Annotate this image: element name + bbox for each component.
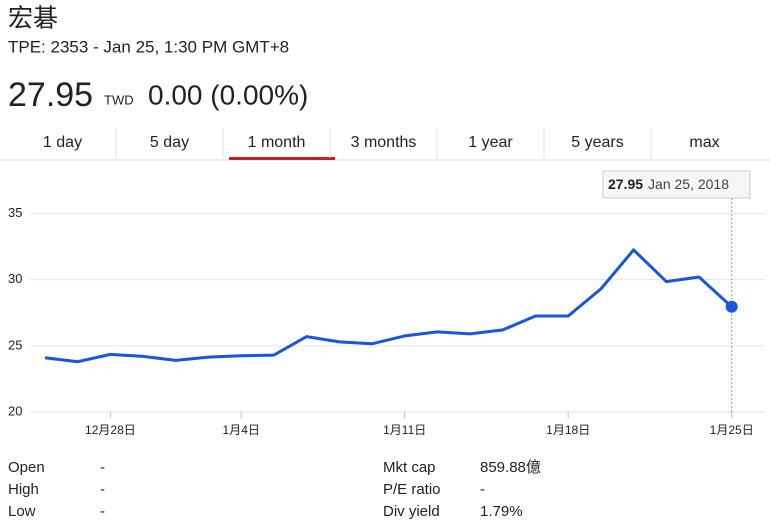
x-tick-label: 1月4日	[223, 423, 260, 437]
tooltip-box	[602, 170, 751, 199]
tab-label[interactable]: 5 day	[150, 134, 189, 151]
stat-value: 1.79%	[480, 503, 523, 520]
price: 27.95	[8, 76, 93, 114]
stat-label: Div yield	[383, 503, 440, 520]
y-tick-label: 25	[8, 337, 22, 352]
hover-point	[725, 300, 738, 313]
tooltip-date: Jan 25, 2018	[648, 176, 729, 192]
tab-label[interactable]: 1 year	[468, 134, 513, 151]
stat-label: Open	[8, 459, 45, 476]
tooltip-value: 27.95	[608, 176, 643, 192]
tab-label[interactable]: 1 month	[248, 134, 306, 151]
y-tick-label: 20	[8, 403, 22, 418]
tooltip: 27.95 Jan 25, 2018	[608, 176, 729, 192]
x-tick-label: 1月25日	[710, 423, 754, 437]
x-tick-label: 1月11日	[383, 423, 426, 437]
stat-label: P/E ratio	[383, 481, 441, 498]
price-change: 0.00 (0.00%)	[148, 79, 308, 110]
tab-active-underline	[229, 157, 335, 160]
x-tick-label: 12月28日	[85, 423, 136, 437]
tab-label[interactable]: 5 years	[571, 134, 623, 151]
stat-value: -	[480, 481, 485, 498]
stock-name: 宏碁	[8, 5, 58, 33]
tab-label[interactable]: 3 months	[351, 134, 417, 151]
price-line	[44, 248, 733, 364]
currency: TWD	[104, 92, 134, 107]
tab-label[interactable]: 1 day	[43, 134, 82, 151]
stat-value: -	[100, 503, 105, 520]
stock-subtitle: TPE: 2353 - Jan 25, 1:30 PM GMT+8	[8, 37, 289, 56]
stat-value: -	[100, 481, 105, 498]
stat-value: 859.88億	[480, 459, 541, 476]
x-tick-label: 1月18日	[546, 423, 590, 437]
y-tick-label: 30	[8, 271, 22, 286]
y-tick-label: 35	[8, 205, 22, 220]
stat-label: Low	[8, 503, 36, 520]
stat-value: -	[100, 459, 105, 476]
tab-label[interactable]: max	[689, 134, 719, 151]
stat-label: Mkt cap	[383, 459, 436, 476]
stat-label: High	[8, 481, 39, 498]
